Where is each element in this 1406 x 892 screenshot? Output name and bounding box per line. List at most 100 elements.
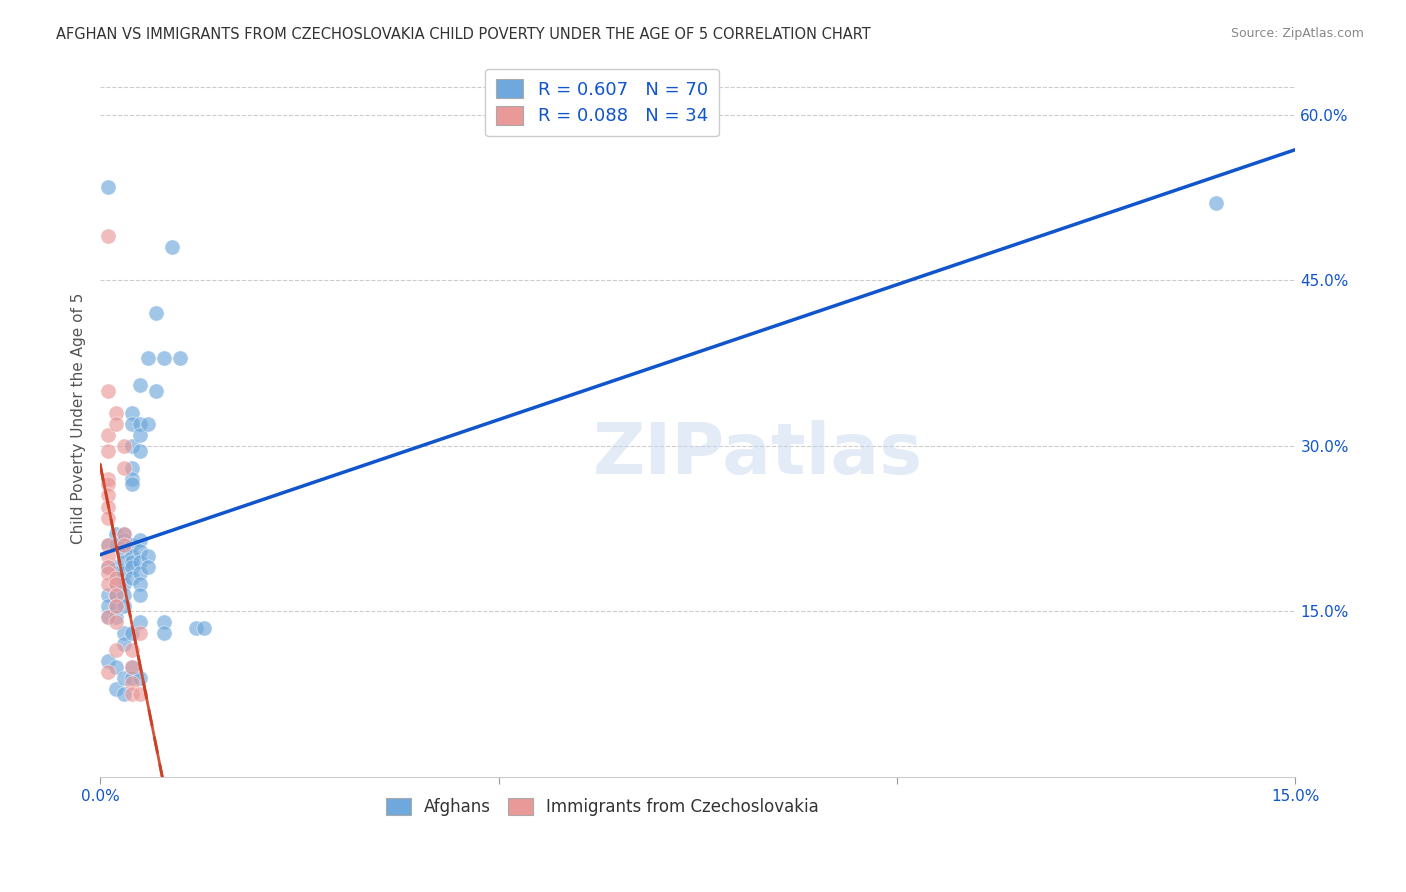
Point [97, 477, 120, 491]
Point [97, 610, 120, 624]
Point [129, 566, 152, 580]
Point [129, 543, 152, 558]
Point [121, 643, 143, 657]
Text: ZIPatlas: ZIPatlas [592, 419, 922, 489]
Point [129, 626, 152, 640]
Point [121, 417, 143, 431]
Point [121, 472, 143, 486]
Point [105, 643, 128, 657]
Point [112, 533, 135, 547]
Point [121, 406, 143, 420]
Point [105, 406, 128, 420]
Point [97, 472, 120, 486]
Point [129, 378, 152, 392]
Point [97, 384, 120, 398]
Point [97, 610, 120, 624]
Point [105, 576, 128, 591]
Point [97, 427, 120, 442]
Point [121, 461, 143, 475]
Point [112, 637, 135, 651]
Point [121, 477, 143, 491]
Point [105, 659, 128, 673]
Point [121, 687, 143, 701]
Point [105, 681, 128, 696]
Point [112, 527, 135, 541]
Point [184, 621, 207, 635]
Point [105, 538, 128, 552]
Point [145, 306, 167, 320]
Point [105, 599, 128, 613]
Point [121, 571, 143, 585]
Point [129, 576, 152, 591]
Point [97, 488, 120, 502]
Point [121, 659, 143, 673]
Point [136, 560, 159, 574]
Point [97, 665, 120, 679]
Text: Source: ZipAtlas.com: Source: ZipAtlas.com [1230, 27, 1364, 40]
Point [112, 599, 135, 613]
Point [112, 461, 135, 475]
Point [121, 676, 143, 690]
Point [105, 599, 128, 613]
Point [112, 527, 135, 541]
Point [97, 510, 120, 524]
Point [97, 229, 120, 244]
Point [112, 538, 135, 552]
Point [160, 240, 183, 254]
Point [97, 599, 120, 613]
Point [121, 659, 143, 673]
Point [112, 439, 135, 453]
Point [105, 527, 128, 541]
Point [169, 351, 191, 365]
Point [97, 588, 120, 602]
Point [97, 549, 120, 564]
Point [112, 588, 135, 602]
Point [145, 384, 167, 398]
Point [129, 588, 152, 602]
Point [105, 588, 128, 602]
Point [129, 533, 152, 547]
Point [153, 615, 176, 630]
Point [97, 444, 120, 458]
Point [105, 417, 128, 431]
Point [112, 671, 135, 685]
Point [1205, 196, 1227, 211]
Point [121, 538, 143, 552]
Point [129, 671, 152, 685]
Point [136, 549, 159, 564]
Point [136, 417, 159, 431]
Point [97, 179, 120, 194]
Point [112, 576, 135, 591]
Point [129, 687, 152, 701]
Point [129, 555, 152, 569]
Point [129, 444, 152, 458]
Point [121, 671, 143, 685]
Point [105, 576, 128, 591]
Point [129, 417, 152, 431]
Point [97, 500, 120, 514]
Point [97, 576, 120, 591]
Point [97, 538, 120, 552]
Point [97, 654, 120, 668]
Point [97, 560, 120, 574]
Point [112, 538, 135, 552]
Text: AFGHAN VS IMMIGRANTS FROM CZECHOSLOVAKIA CHILD POVERTY UNDER THE AGE OF 5 CORREL: AFGHAN VS IMMIGRANTS FROM CZECHOSLOVAKIA… [56, 27, 870, 42]
Point [97, 566, 120, 580]
Point [112, 543, 135, 558]
Point [153, 351, 176, 365]
Point [97, 538, 120, 552]
Point [105, 610, 128, 624]
Point [105, 566, 128, 580]
Point [112, 687, 135, 701]
Y-axis label: Child Poverty Under the Age of 5: Child Poverty Under the Age of 5 [72, 293, 86, 544]
Point [136, 351, 159, 365]
Point [121, 560, 143, 574]
Point [193, 621, 215, 635]
Point [105, 571, 128, 585]
Point [105, 588, 128, 602]
Point [121, 626, 143, 640]
Legend: Afghans, Immigrants from Czechoslovakia: Afghans, Immigrants from Czechoslovakia [375, 788, 828, 826]
Point [97, 560, 120, 574]
Point [121, 439, 143, 453]
Point [129, 427, 152, 442]
